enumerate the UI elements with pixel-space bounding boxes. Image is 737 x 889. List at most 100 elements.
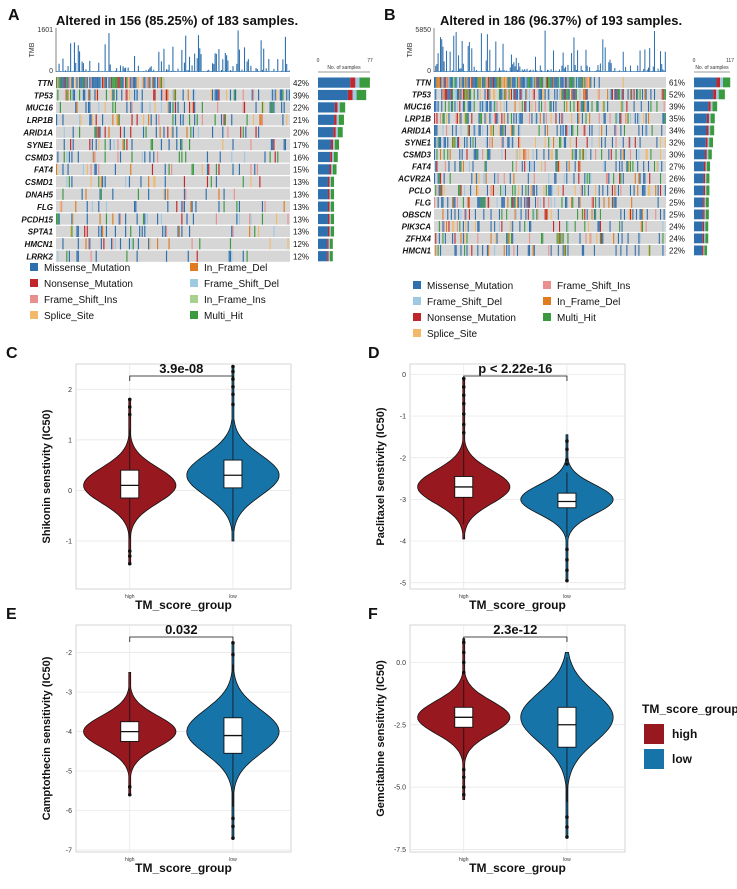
mutation-cell (76, 77, 78, 89)
mutation-cell (538, 125, 540, 136)
mutation-cell (89, 101, 91, 113)
mutation-cell (638, 149, 640, 160)
mutation-cell (605, 125, 607, 136)
outlier-point (565, 439, 569, 443)
tmb-bar (450, 71, 452, 72)
mutation-cell (114, 163, 116, 175)
tmb-bar (456, 71, 458, 72)
mutation-cell (473, 89, 475, 100)
mutation-cell (447, 197, 449, 208)
mutation-cell (208, 163, 210, 175)
gene-bar-segment (329, 176, 331, 187)
tmb-bar (449, 51, 451, 72)
gene-bar-segment (716, 89, 719, 100)
mutation-cell (593, 77, 595, 88)
tmb-bar (174, 71, 177, 72)
mutation-cell (604, 161, 606, 172)
mutation-cell (590, 173, 592, 184)
mutation-cell (181, 151, 183, 163)
mutation-cell (194, 89, 196, 101)
mutation-cell (467, 89, 469, 100)
mutation-cell (201, 114, 203, 126)
mutation-cell (512, 233, 514, 244)
tmb-bar (567, 64, 569, 72)
mutation-cell (164, 163, 166, 175)
mutation-cell (270, 101, 272, 113)
mutation-cell (536, 209, 538, 220)
mutation-cell (90, 250, 92, 262)
outlier-point (565, 558, 569, 562)
mutation-cell (240, 126, 242, 138)
mutation-cell (452, 197, 454, 208)
mutation-cell (610, 89, 612, 100)
mutation-cell (562, 233, 564, 244)
tmb-bar (627, 71, 629, 72)
mutation-cell (614, 89, 616, 100)
mutation-cell (629, 137, 632, 148)
mutation-cell (562, 245, 564, 256)
mutation-cell (657, 197, 659, 208)
mutation-cell (165, 250, 168, 262)
mutation-cell (182, 89, 184, 101)
mutation-cell (633, 101, 635, 112)
tmb-bar (122, 66, 124, 72)
mutation-cell (471, 245, 473, 256)
tmb-bar (662, 69, 664, 72)
gene-bar-segment (706, 173, 710, 184)
tmb-bar (641, 71, 643, 72)
mutation-cell (260, 114, 262, 126)
gene-bar-segment (337, 102, 340, 113)
mutation-cell (581, 149, 583, 160)
panel-b-oncoplot: B Altered in 186 (96.37%) of 193 samples.… (384, 7, 734, 340)
mutation-cell (472, 137, 474, 148)
mutation-cell (142, 114, 145, 126)
tmb-bar (125, 67, 127, 72)
mutation-cell (553, 137, 555, 148)
gene-bar-segment (703, 161, 706, 172)
mutation-cell (434, 89, 436, 100)
mutation-cell (159, 126, 161, 138)
mutation-cell (483, 173, 485, 184)
mutation-cell (194, 114, 196, 126)
tmb-bar (597, 65, 599, 72)
gene-row-bg (56, 238, 290, 250)
mutation-cell (555, 149, 557, 160)
mutation-cell (490, 209, 492, 220)
tmb-bar (265, 68, 267, 72)
mutation-cell (128, 176, 131, 188)
tmb-bar (474, 71, 476, 72)
mutation-cell (586, 89, 588, 100)
y-tick-label: -4 (66, 729, 72, 736)
mutation-cell (628, 209, 630, 220)
mutation-cell (98, 163, 100, 175)
gene-name: ACVR2A (397, 175, 431, 184)
mutation-cell (440, 77, 442, 88)
gene-row-bg (434, 149, 666, 160)
significance-bracket (129, 636, 234, 642)
mutation-cell (103, 77, 105, 89)
mutation-cell (255, 126, 257, 138)
mutation-cell (73, 89, 76, 101)
mutation-cell (468, 89, 470, 100)
mutation-cell (465, 209, 467, 220)
mutation-cell (148, 114, 150, 126)
tmb-bar (579, 71, 581, 72)
mutation-cell (79, 114, 81, 126)
mutation-cell (571, 197, 573, 208)
mutation-cell (148, 77, 150, 89)
mutation-cell (460, 89, 462, 100)
gene-bar-segment (694, 137, 706, 148)
tmb-bar (71, 71, 73, 72)
mutation-cell (598, 113, 600, 124)
mutation-cell (607, 101, 609, 112)
mutation-cell (438, 173, 440, 184)
tmb-axis-label: TMB (29, 42, 36, 57)
legend-swatch (30, 295, 38, 303)
mutation-cell (622, 149, 624, 160)
mutation-cell (661, 89, 663, 100)
mutation-cell (571, 113, 573, 124)
mutation-cell (181, 139, 183, 151)
legend-label: Frame_Shift_Ins (44, 295, 117, 306)
mutation-cell (596, 233, 598, 244)
mutation-cell (490, 77, 492, 88)
